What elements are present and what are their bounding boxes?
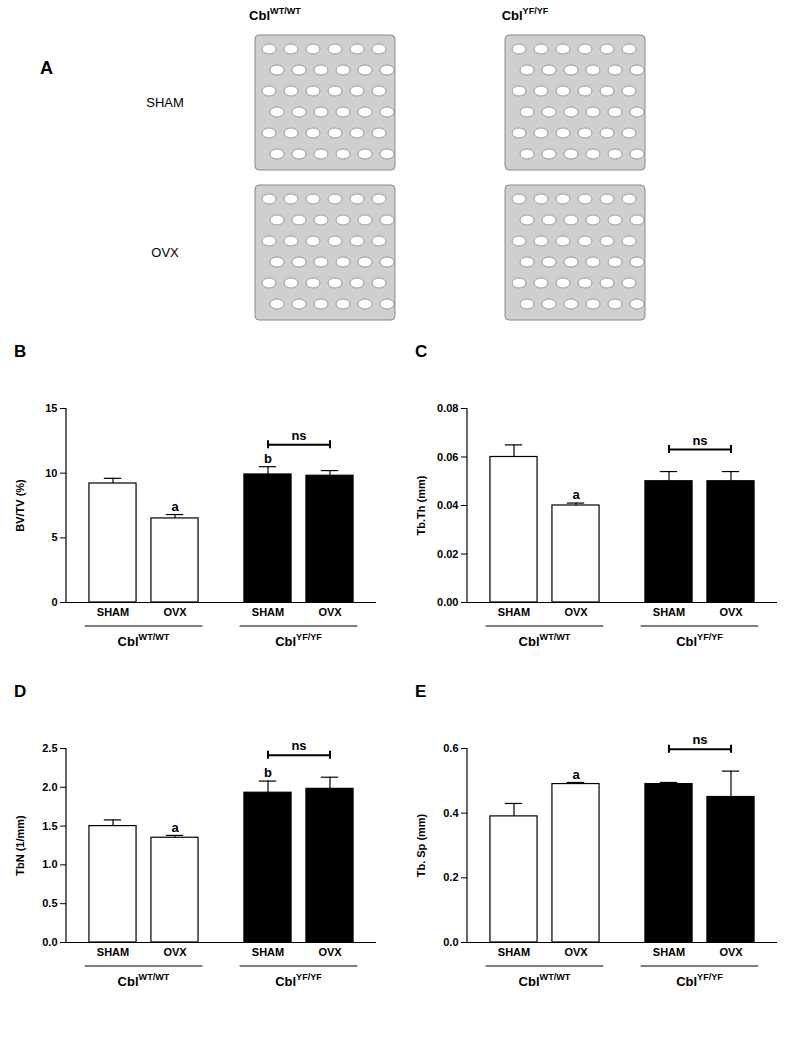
svg-text:SHAM: SHAM [97,606,129,618]
svg-text:CblYF/YF: CblYF/YF [676,972,723,989]
svg-text:15: 15 [45,402,57,414]
svg-text:ns: ns [291,738,306,753]
svg-text:0.04: 0.04 [437,499,459,511]
svg-text:CblYF/YF: CblYF/YF [502,6,549,23]
svg-text:OVX: OVX [318,606,342,618]
html-text:E: E [415,682,427,701]
svg-text:CblWT/WT: CblWT/WT [519,972,571,989]
svg-text:SHAM: SHAM [97,946,129,958]
svg-text:a: a [171,499,179,514]
svg-text:SHAM: SHAM [653,606,685,618]
svg-text:a: a [171,820,179,835]
svg-text:0.4: 0.4 [443,807,459,819]
svg-text:ns: ns [291,428,306,443]
svg-text:1.5: 1.5 [42,820,57,832]
svg-text:SHAM: SHAM [498,946,530,958]
svg-text:0.00: 0.00 [437,596,458,608]
svg-text:b: b [264,765,272,780]
svg-text:a: a [572,487,580,502]
svg-text:CblWT/WT: CblWT/WT [118,972,170,989]
svg-text:b: b [264,451,272,466]
svg-text:0.08: 0.08 [437,402,458,414]
svg-text:0.02: 0.02 [437,548,458,560]
svg-text:SHAM: SHAM [653,946,685,958]
svg-text:OVX: OVX [564,606,588,618]
svg-text:CblWT/WT: CblWT/WT [519,632,571,649]
svg-text:OVX: OVX [151,245,179,260]
svg-text:ns: ns [692,732,707,747]
svg-text:OVX: OVX [719,946,743,958]
svg-text:OVX: OVX [318,946,342,958]
svg-text:0.5: 0.5 [42,897,57,909]
svg-text:2.5: 2.5 [42,742,57,754]
svg-text:SHAM: SHAM [146,95,184,110]
svg-text:0.6: 0.6 [443,742,458,754]
svg-text:5: 5 [51,531,57,543]
svg-text:0.06: 0.06 [437,451,458,463]
svg-text:CblWT/WT: CblWT/WT [249,6,301,23]
svg-text:OVX: OVX [163,606,187,618]
svg-text:BV/TV (%): BV/TV (%) [14,479,26,532]
html-text:C: C [415,342,428,361]
svg-text:Tb. Sp (mm): Tb. Sp (mm) [415,813,427,877]
svg-text:CblYF/YF: CblYF/YF [676,632,723,649]
svg-text:CblYF/YF: CblYF/YF [275,972,322,989]
svg-text:0.2: 0.2 [443,871,458,883]
svg-text:0.0: 0.0 [443,936,458,948]
svg-text:SHAM: SHAM [498,606,530,618]
svg-text:CblWT/WT: CblWT/WT [118,632,170,649]
svg-text:SHAM: SHAM [252,946,284,958]
svg-text:Tb.Th (mm): Tb.Th (mm) [415,475,427,535]
svg-text:CblYF/YF: CblYF/YF [275,632,322,649]
svg-text:TbN (1/mm): TbN (1/mm) [14,815,26,876]
svg-text:SHAM: SHAM [252,606,284,618]
html-text:B: B [14,342,27,361]
svg-text:A: A [40,58,53,78]
svg-text:10: 10 [45,467,57,479]
svg-text:OVX: OVX [163,946,187,958]
svg-text:2.0: 2.0 [42,781,57,793]
svg-text:0: 0 [51,596,57,608]
html-text:D: D [14,682,27,701]
svg-text:1.0: 1.0 [42,858,57,870]
svg-text:a: a [572,767,580,782]
svg-text:0.0: 0.0 [42,936,57,948]
svg-text:OVX: OVX [564,946,588,958]
svg-text:ns: ns [692,433,707,448]
svg-text:OVX: OVX [719,606,743,618]
